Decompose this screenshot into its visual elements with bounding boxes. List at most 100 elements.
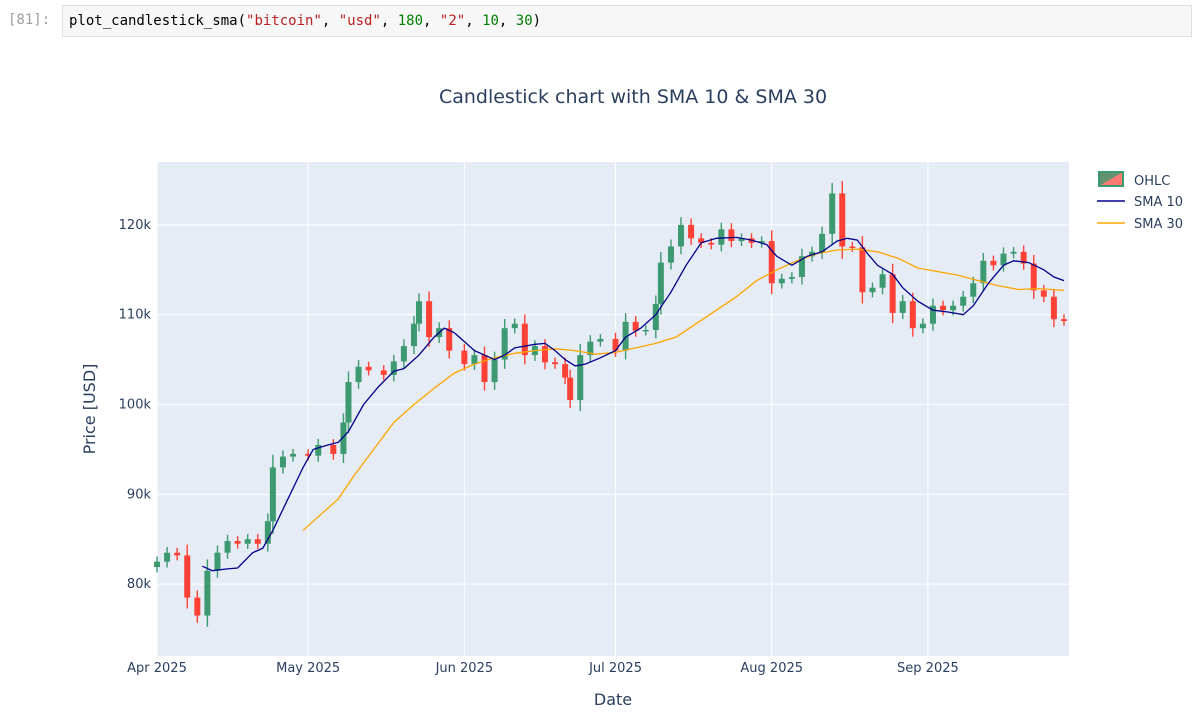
candle[interactable] [315, 438, 322, 462]
candle[interactable] [849, 241, 856, 252]
candle-body [244, 539, 251, 544]
candle[interactable] [632, 316, 639, 337]
candle[interactable] [416, 293, 423, 332]
candle-body [446, 328, 453, 351]
candle[interactable] [869, 282, 876, 298]
candle[interactable] [244, 534, 251, 549]
candle[interactable] [254, 534, 261, 549]
candle[interactable] [642, 325, 649, 336]
candle[interactable] [194, 590, 201, 623]
candle-body [491, 359, 498, 383]
candle[interactable] [768, 230, 775, 295]
candle[interactable] [909, 292, 916, 337]
candle[interactable] [541, 339, 548, 370]
legend-item-ohlc[interactable]: OHLC [1098, 171, 1170, 189]
candle[interactable] [1050, 288, 1057, 328]
candle[interactable] [164, 546, 171, 568]
candle[interactable] [501, 318, 508, 369]
sma-10-line[interactable] [202, 236, 1065, 572]
candle[interactable] [234, 536, 241, 549]
candle[interactable] [446, 320, 453, 359]
candle[interactable] [829, 182, 836, 245]
candle[interactable] [290, 449, 297, 462]
candle[interactable] [778, 273, 785, 289]
candle[interactable] [698, 233, 705, 249]
candle[interactable] [657, 251, 664, 315]
candle[interactable] [269, 454, 276, 534]
candle[interactable] [879, 267, 886, 295]
candle[interactable] [919, 318, 926, 334]
candle[interactable] [597, 334, 604, 347]
candle[interactable] [224, 534, 231, 559]
candle[interactable] [400, 339, 407, 369]
legend-item-sma-10[interactable]: SMA 10 [1097, 195, 1183, 210]
candle[interactable] [562, 357, 569, 385]
candle[interactable] [365, 361, 372, 376]
candle[interactable] [380, 365, 387, 381]
candle[interactable] [471, 349, 478, 370]
candle[interactable] [980, 252, 987, 292]
candle[interactable] [279, 450, 286, 474]
candle[interactable] [340, 413, 347, 464]
candle[interactable] [678, 217, 685, 255]
sma-30-line[interactable] [302, 248, 1065, 531]
candle[interactable] [390, 354, 397, 382]
candle[interactable] [552, 357, 559, 369]
candle[interactable] [1030, 254, 1037, 299]
candle-body [728, 229, 735, 242]
candle[interactable] [355, 360, 362, 389]
candle[interactable] [1040, 285, 1047, 303]
candle[interactable] [788, 272, 795, 284]
candle-body [204, 570, 211, 616]
candle[interactable] [798, 248, 805, 285]
candle[interactable] [567, 369, 574, 408]
candle[interactable] [758, 236, 765, 248]
candle[interactable] [652, 295, 659, 339]
candle[interactable] [940, 300, 947, 316]
candle[interactable] [587, 335, 594, 362]
legend-item-sma-30[interactable]: SMA 30 [1097, 217, 1183, 232]
candle[interactable] [667, 239, 674, 270]
legend[interactable]: OHLC SMA 10 SMA 30 [1097, 171, 1183, 232]
candle[interactable] [154, 556, 160, 573]
candle[interactable] [410, 315, 417, 354]
candle[interactable] [728, 223, 735, 248]
candle[interactable] [688, 218, 695, 245]
candle[interactable] [330, 439, 337, 460]
candle[interactable] [1060, 314, 1067, 326]
candle[interactable] [481, 346, 488, 391]
candle[interactable] [521, 314, 528, 365]
candle[interactable] [990, 255, 997, 271]
candle[interactable] [577, 343, 584, 412]
candle[interactable] [426, 291, 433, 348]
candle[interactable] [622, 313, 629, 360]
candle[interactable] [174, 547, 181, 561]
candle[interactable] [461, 344, 468, 371]
candle[interactable] [1010, 247, 1017, 259]
candle[interactable] [184, 544, 191, 609]
candle[interactable] [204, 559, 211, 627]
candle-body [214, 552, 221, 571]
candle-body [416, 301, 423, 324]
candle[interactable] [960, 290, 967, 312]
candle[interactable] [819, 226, 826, 260]
candle[interactable] [929, 298, 936, 331]
candle[interactable] [1000, 247, 1007, 272]
plot-area[interactable] [157, 162, 1069, 656]
candle[interactable] [970, 276, 977, 304]
candle[interactable] [345, 371, 352, 434]
candle[interactable] [899, 294, 906, 320]
candle[interactable] [809, 246, 816, 262]
candle[interactable] [718, 222, 725, 252]
candle-body [632, 321, 639, 331]
candle[interactable] [839, 180, 846, 259]
candle[interactable] [1020, 245, 1027, 270]
code-cell[interactable]: plot_candlestick_sma("bitcoin", "usd", 1… [62, 5, 1192, 37]
candle[interactable] [264, 513, 271, 552]
candle[interactable] [214, 545, 221, 578]
candle[interactable] [511, 318, 518, 334]
candle-body [718, 229, 725, 245]
candle-body [521, 323, 528, 356]
candle[interactable] [738, 233, 745, 246]
